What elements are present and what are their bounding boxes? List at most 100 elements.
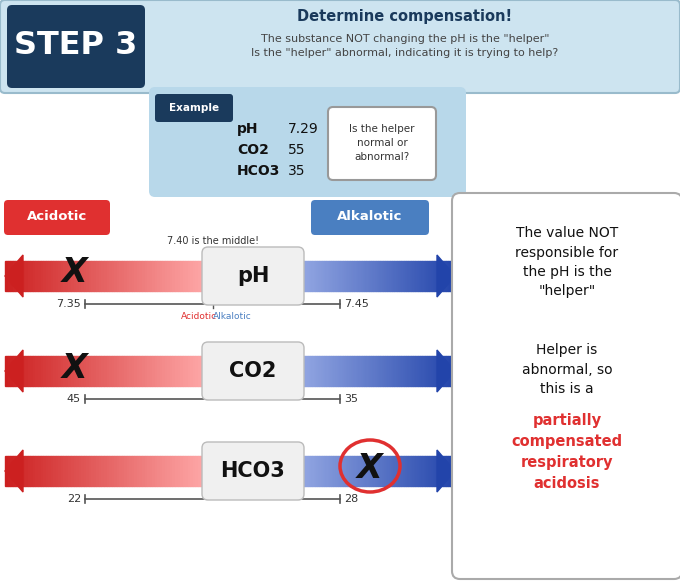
Bar <box>22 261 25 291</box>
Bar <box>420 261 422 291</box>
Bar <box>437 261 439 291</box>
Bar <box>183 356 185 386</box>
Bar <box>291 456 294 486</box>
Bar <box>439 261 441 291</box>
Bar <box>359 456 362 486</box>
Bar <box>343 356 345 386</box>
Bar <box>20 261 22 291</box>
Bar <box>357 356 359 386</box>
Bar <box>328 456 331 486</box>
Text: Alkalotic: Alkalotic <box>337 210 403 224</box>
Text: pH: pH <box>237 122 258 136</box>
Bar <box>366 261 369 291</box>
Bar <box>73 261 76 291</box>
Bar <box>0 191 680 581</box>
Bar <box>364 456 366 486</box>
Bar <box>383 456 385 486</box>
Bar <box>347 261 350 291</box>
Bar <box>296 456 299 486</box>
Bar <box>13 356 15 386</box>
Bar <box>170 356 173 386</box>
Bar <box>396 261 399 291</box>
Bar <box>173 456 175 486</box>
Bar <box>205 356 208 386</box>
Bar <box>163 356 165 386</box>
Bar <box>411 261 413 291</box>
Bar <box>198 456 201 486</box>
Bar <box>359 356 362 386</box>
Bar <box>378 356 380 386</box>
Bar <box>403 456 406 486</box>
Bar <box>69 356 71 386</box>
Bar <box>185 456 188 486</box>
Bar <box>369 456 371 486</box>
Bar <box>424 356 427 386</box>
Bar <box>126 456 129 486</box>
Bar <box>336 456 338 486</box>
FancyBboxPatch shape <box>7 5 145 88</box>
Bar <box>385 356 387 386</box>
Bar <box>137 456 139 486</box>
Text: Alkalotic: Alkalotic <box>213 312 252 321</box>
Bar <box>81 356 84 386</box>
Bar <box>71 356 73 386</box>
Bar <box>268 261 271 291</box>
Bar <box>35 261 38 291</box>
Bar <box>185 261 188 291</box>
Bar <box>424 456 427 486</box>
Bar <box>135 456 137 486</box>
Bar <box>333 261 336 291</box>
Bar <box>20 356 22 386</box>
Bar <box>359 261 362 291</box>
Bar <box>427 356 429 386</box>
Bar <box>160 261 163 291</box>
Bar <box>296 261 299 291</box>
Text: CO2: CO2 <box>237 143 269 157</box>
Bar <box>76 456 79 486</box>
Bar <box>48 356 51 386</box>
Bar <box>22 456 25 486</box>
Bar <box>282 456 284 486</box>
Bar <box>88 261 91 291</box>
Bar <box>129 356 132 386</box>
Bar <box>445 356 448 386</box>
Bar <box>450 261 453 291</box>
Bar <box>43 356 46 386</box>
Bar <box>190 456 192 486</box>
Bar <box>390 456 392 486</box>
Bar <box>107 261 109 291</box>
Bar <box>73 356 76 386</box>
Bar <box>396 456 399 486</box>
Bar <box>201 356 203 386</box>
Bar <box>157 456 160 486</box>
Bar <box>91 456 94 486</box>
Bar <box>448 456 450 486</box>
Bar <box>408 261 411 291</box>
Bar <box>84 261 86 291</box>
Bar <box>150 356 152 386</box>
Bar <box>139 456 142 486</box>
Bar <box>183 456 185 486</box>
Bar <box>25 356 28 386</box>
Bar <box>429 456 432 486</box>
Bar <box>275 356 277 386</box>
Bar <box>61 261 63 291</box>
Bar <box>282 356 284 386</box>
Bar <box>5 261 7 291</box>
Bar <box>51 356 53 386</box>
Bar <box>10 356 13 386</box>
Bar <box>373 261 375 291</box>
Text: X: X <box>357 451 383 485</box>
Bar <box>369 261 371 291</box>
Bar <box>81 456 84 486</box>
Bar <box>294 356 296 386</box>
Bar <box>320 261 322 291</box>
Bar <box>41 456 43 486</box>
Bar <box>326 456 328 486</box>
Bar <box>317 261 320 291</box>
Bar <box>155 456 157 486</box>
Text: Acidotic: Acidotic <box>180 312 216 321</box>
Bar <box>394 456 396 486</box>
Text: Is the helper
normal or
abnormal?: Is the helper normal or abnormal? <box>350 124 415 162</box>
Bar <box>303 456 305 486</box>
